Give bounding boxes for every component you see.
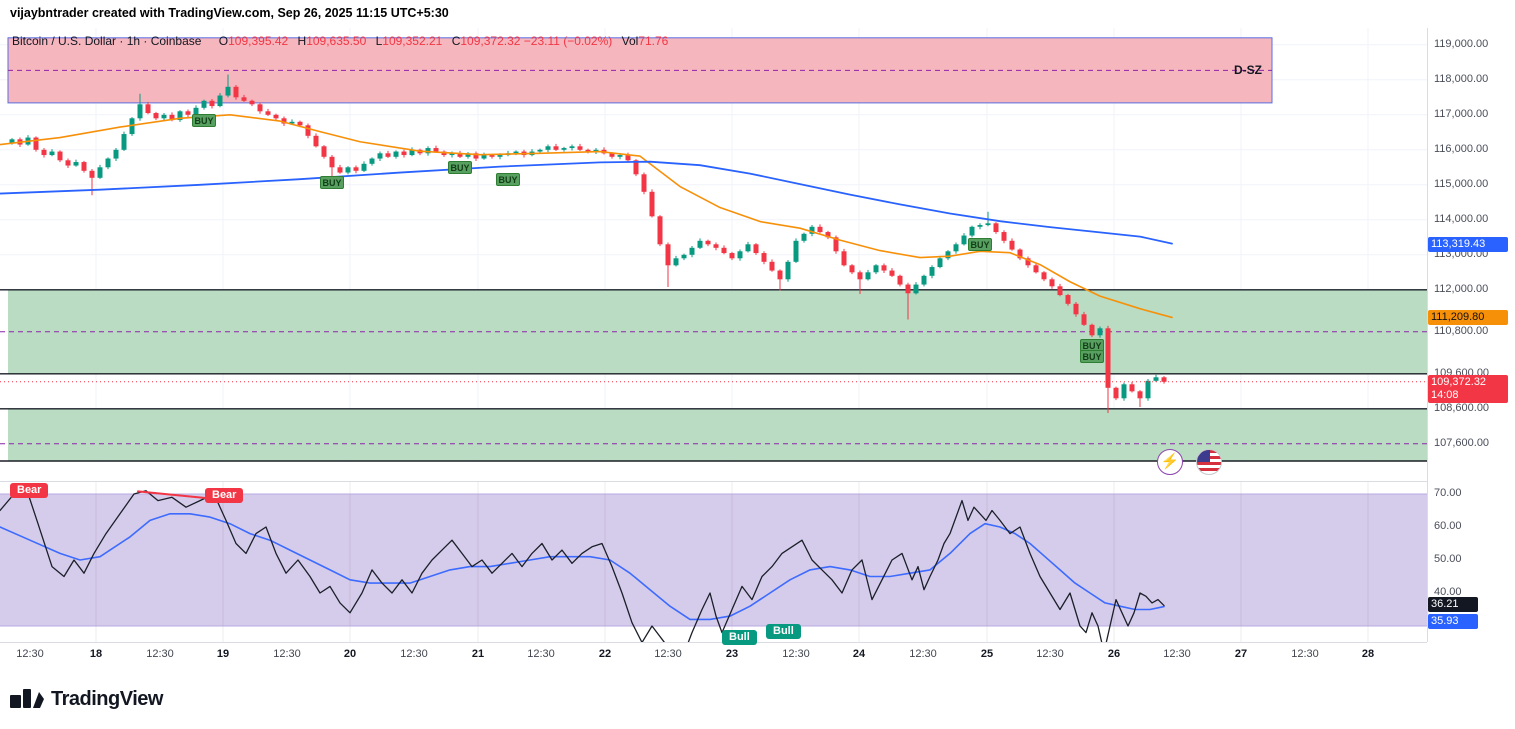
rsi-axis-label: 50.00 bbox=[1434, 553, 1462, 565]
time-axis-label: 25 bbox=[980, 648, 994, 660]
rsi-axis-label: 60.00 bbox=[1434, 520, 1462, 532]
price-axis[interactable]: 119,000.00 118,000.00 117,000.00 116,000.00… bbox=[1427, 0, 1515, 729]
time-axis-label: 12:30 bbox=[146, 648, 174, 660]
time-axis-label: 24 bbox=[852, 648, 866, 660]
price-axis-label: 115,000.00 bbox=[1434, 177, 1489, 190]
volume-label: Vol bbox=[621, 34, 639, 48]
attribution-text: vijaybntrader created with TradingView.c… bbox=[10, 6, 449, 20]
time-axis-label: 12:30 bbox=[527, 648, 555, 660]
price-chart-pane[interactable] bbox=[0, 28, 1427, 462]
price-axis-label: 114,000.00 bbox=[1434, 212, 1489, 225]
time-axis-label: 20 bbox=[343, 648, 357, 660]
time-axis-label: 26 bbox=[1107, 648, 1121, 660]
price-axis-label: 119,000.00 bbox=[1434, 37, 1489, 50]
symbol-title[interactable]: Bitcoin / U.S. Dollar · 1h · Coinbase bbox=[12, 34, 202, 48]
close-value: 109,372.32 bbox=[460, 34, 521, 48]
price-axis-label: 110,800.00 bbox=[1434, 324, 1489, 337]
tradingview-logo-text: TradingView bbox=[51, 687, 163, 710]
us-flag-icon[interactable] bbox=[1196, 449, 1222, 475]
rsi-axis-label: 40.00 bbox=[1434, 586, 1462, 598]
time-axis-label: 22 bbox=[598, 648, 612, 660]
price-axis-badge: 111,209.80 bbox=[1428, 310, 1508, 326]
price-axis-badge: 113,319.43 bbox=[1428, 236, 1508, 252]
price-axis-label: 112,000.00 bbox=[1434, 282, 1489, 295]
time-axis-label: 23 bbox=[725, 648, 739, 660]
pane-separator[interactable] bbox=[0, 481, 1427, 482]
rsi-pane[interactable] bbox=[0, 482, 1427, 642]
time-axis-label: 27 bbox=[1234, 648, 1248, 660]
tradingview-logo[interactable]: TradingView bbox=[10, 686, 163, 712]
high-value: 109,635.50 bbox=[306, 34, 367, 48]
time-axis-label: 12:30 bbox=[400, 648, 428, 660]
price-axis-border bbox=[1427, 28, 1428, 642]
rsi-axis-badge: 36.21 bbox=[1428, 596, 1478, 612]
open-label: O bbox=[218, 34, 229, 48]
axis-separator bbox=[0, 642, 1427, 643]
boost-lightning-icon[interactable]: ⚡ bbox=[1157, 449, 1183, 475]
time-axis-label: 12:30 bbox=[273, 648, 301, 660]
volume-value: 71.76 bbox=[638, 34, 669, 48]
rsi-axis-badge: 35.93 bbox=[1428, 613, 1478, 629]
price-axis-label: 108,600.00 bbox=[1434, 401, 1490, 414]
flag-canton bbox=[1197, 450, 1210, 462]
close-label: C bbox=[451, 34, 461, 48]
rsi-axis-label: 70.00 bbox=[1434, 487, 1462, 499]
time-axis-label: 12:30 bbox=[1163, 648, 1191, 660]
price-axis-label: 118,000.00 bbox=[1434, 72, 1489, 85]
time-axis-label: 12:30 bbox=[1036, 648, 1064, 660]
time-axis-label: 12:30 bbox=[16, 648, 44, 660]
low-label: L bbox=[375, 34, 383, 48]
chart-legend: Bitcoin / U.S. Dollar · 1h · Coinbase O1… bbox=[12, 34, 668, 48]
low-value: 109,352.21 bbox=[382, 34, 443, 48]
time-axis-label: 19 bbox=[216, 648, 230, 660]
price-axis-label: 117,000.00 bbox=[1434, 107, 1489, 120]
price-axis-label: 107,600.00 bbox=[1434, 436, 1490, 449]
price-axis-label: 116,000.00 bbox=[1434, 142, 1489, 155]
price-axis-badge: 109,372.32 14:08 bbox=[1428, 374, 1508, 403]
time-axis-label: 12:30 bbox=[654, 648, 682, 660]
time-axis-label: 12:30 bbox=[1291, 648, 1319, 660]
time-axis-label: 21 bbox=[471, 648, 485, 660]
tradingview-logo-icon bbox=[10, 689, 44, 708]
high-label: H bbox=[297, 34, 307, 48]
time-axis-label: 12:30 bbox=[909, 648, 937, 660]
time-axis-label: 28 bbox=[1361, 648, 1375, 660]
open-value: 109,395.42 bbox=[228, 34, 289, 48]
time-axis-label: 18 bbox=[89, 648, 103, 660]
time-axis-label: 12:30 bbox=[782, 648, 810, 660]
change-value: −23.11 (−0.02%) bbox=[523, 34, 613, 48]
time-axis[interactable]: 12:30 18 12:30 19 12:30 20 12:30 21 12:30 22 12:30… bbox=[0, 646, 1427, 666]
